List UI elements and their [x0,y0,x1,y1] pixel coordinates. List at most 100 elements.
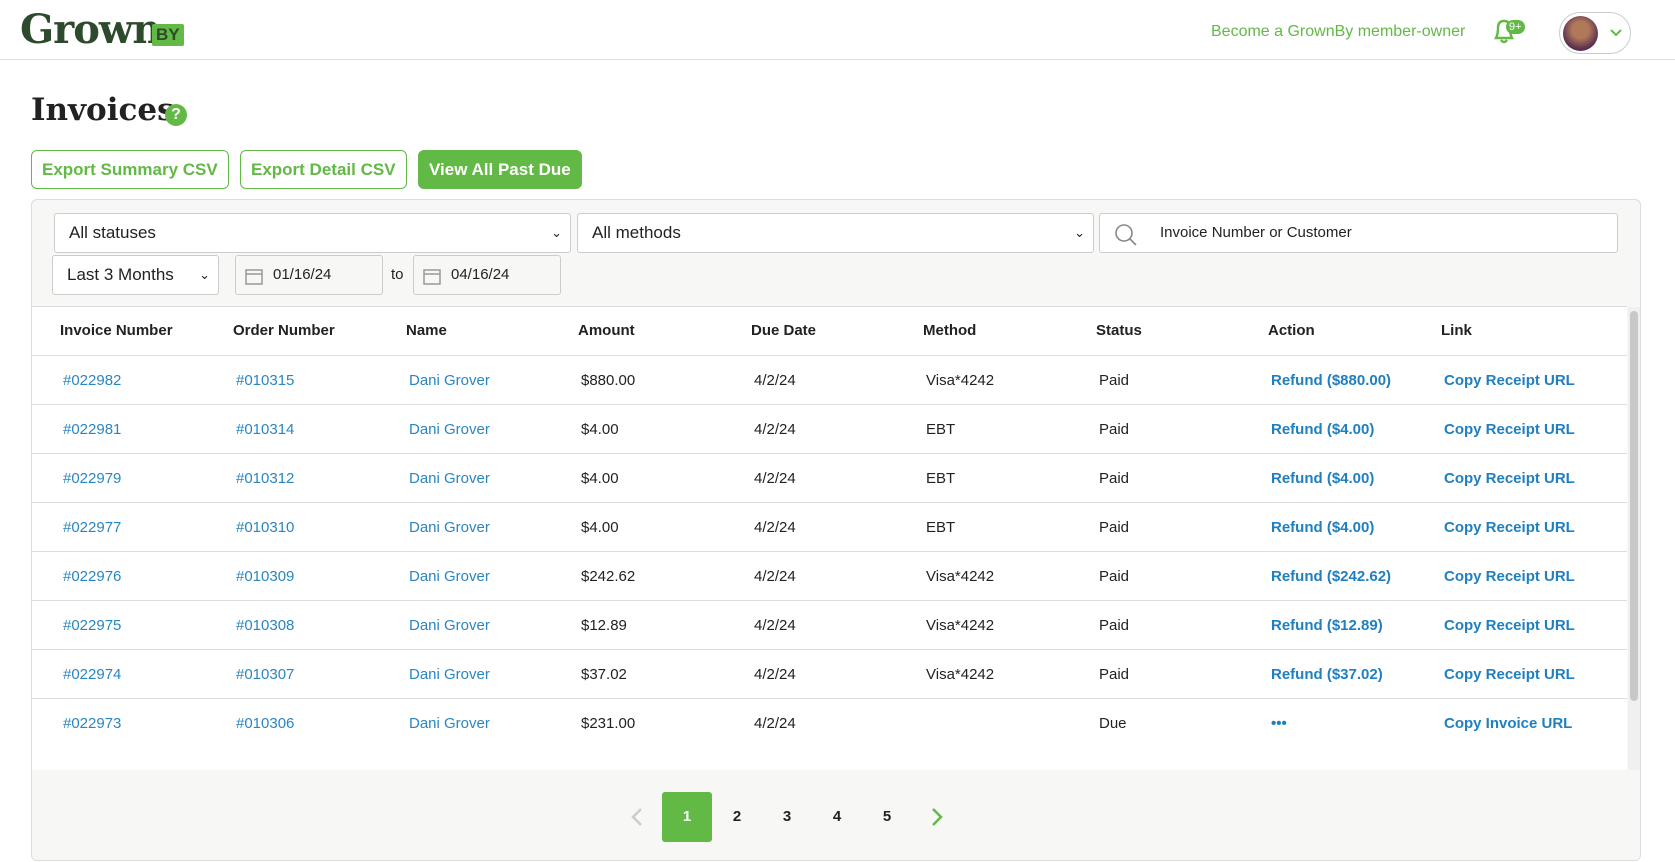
action[interactable]: Refund ($242.62) [1271,568,1392,585]
column-header: Status [1096,322,1142,339]
status: Paid [1099,470,1130,487]
page-button[interactable]: 1 [662,792,712,842]
chevron [1610,29,1622,37]
order-number[interactable]: #010314 [236,421,295,438]
past-due-button[interactable]: View All Past Due [418,150,582,189]
page-button[interactable]: 4 [832,808,842,825]
link[interactable]: Copy Receipt URL [1444,470,1575,487]
invoice-number[interactable]: #022981 [63,421,122,438]
order-number[interactable]: #010308 [236,617,295,634]
amount: $37.02 [581,666,627,683]
to-label: to [391,266,404,283]
logo[interactable]: Grown [20,6,161,53]
action[interactable]: Refund ($4.00) [1271,421,1375,438]
page-button[interactable]: 3 [782,808,792,825]
customer-name[interactable]: Dani Grover [409,372,490,389]
start-date[interactable]: 01/16/24 [235,255,383,295]
column-header: Link [1441,322,1472,339]
export-summary-button[interactable]: Export Summary CSV [31,150,229,189]
method-value: All methods [592,223,681,242]
table-row: #022973 #010306 Dani Grover $231.00 4/2/24 Du… [32,698,1627,747]
invoice-number[interactable]: #022979 [63,470,122,487]
status: Paid [1099,568,1130,585]
logo-badge: BY [152,24,184,46]
invoice-panel: All statuses ⌄ All methods ⌄ Invoice Numbe… [31,199,1641,861]
table-row: #022979 #010312 Dani Grover $4.00 4/2/24 EBT P… [32,453,1627,502]
action[interactable]: ••• [1271,715,1287,732]
due-date: 4/2/24 [754,372,796,389]
customer-name[interactable]: Dani Grover [409,715,490,732]
help-icon[interactable]: ? [165,104,187,126]
order-number[interactable]: #010315 [236,372,295,389]
member-link[interactable]: Become a GrownBy member-owner [1211,23,1466,40]
range-select[interactable]: Last 3 Months ⌄ [52,255,219,295]
method: EBT [926,470,956,487]
export-detail-button[interactable]: Export Detail CSV [240,150,407,189]
scrollbar [1628,307,1640,770]
notification-badge: 9+ [1506,20,1525,34]
page-button[interactable]: 5 [882,808,892,825]
action[interactable]: Refund ($880.00) [1271,372,1392,389]
customer-name[interactable]: Dani Grover [409,568,490,585]
amount: $4.00 [581,421,619,438]
invoice-number[interactable]: #022982 [63,372,122,389]
action[interactable]: Refund ($12.89) [1271,617,1383,634]
amount: $4.00 [581,470,619,487]
customer-name[interactable]: Dani Grover [409,519,490,536]
link[interactable]: Copy Receipt URL [1444,421,1575,438]
page-title: Invoices [31,92,175,128]
method: Visa*4242 [926,568,995,585]
status: Due [1099,715,1127,732]
customer-name[interactable]: Dani Grover [409,617,490,634]
status: Paid [1099,421,1130,438]
customer-name[interactable]: Dani Grover [409,421,490,438]
page-button[interactable]: 2 [732,808,742,825]
invoice-number[interactable]: #022976 [63,568,122,585]
action[interactable]: Refund ($37.02) [1271,666,1383,683]
action[interactable]: Refund ($4.00) [1271,470,1375,487]
link[interactable]: Copy Receipt URL [1444,568,1575,585]
amount: $242.62 [581,568,636,585]
due-date: 4/2/24 [754,715,796,732]
action[interactable]: Refund ($4.00) [1271,519,1375,536]
table-row: #022974 #010307 Dani Grover $37.02 4/2/24 Vis… [32,649,1627,698]
status-select[interactable]: All statuses ⌄ [54,213,571,253]
column-header: Amount [578,322,635,339]
prev-page[interactable] [612,792,662,842]
link[interactable]: Copy Receipt URL [1444,519,1575,536]
link[interactable]: Copy Receipt URL [1444,372,1575,389]
invoice-table: Invoice Number Order Number Name Amount Due … [32,306,1627,770]
due-date: 4/2/24 [754,421,796,438]
calendar-icon [245,269,263,285]
end-date-value: 04/16/24 [451,266,510,283]
search-input[interactable]: Invoice Number or Customer [1099,213,1618,253]
calendar-icon [423,269,441,285]
end-date[interactable]: 04/16/24 [413,255,561,295]
amount: $231.00 [581,715,636,732]
customer-name[interactable]: Dani Grover [409,666,490,683]
invoice-number[interactable]: #022974 [63,666,122,683]
header: Grown BY Become a GrownBy member-owner 9… [0,0,1675,60]
invoice-number[interactable]: #022977 [63,519,122,536]
order-number[interactable]: #010307 [236,666,295,683]
table-row: #022981 #010314 Dani Grover $4.00 4/2/24 EBT P… [32,404,1627,453]
link[interactable]: Copy Receipt URL [1444,617,1575,634]
order-number[interactable]: #010310 [236,519,295,536]
column-header: Due Date [751,322,817,339]
link[interactable]: Copy Invoice URL [1444,715,1573,732]
start-date-value: 01/16/24 [273,266,332,283]
customer-name[interactable]: Dani Grover [409,470,490,487]
link[interactable]: Copy Receipt URL [1444,666,1575,683]
status: Paid [1099,519,1130,536]
order-number[interactable]: #010309 [236,568,295,585]
method-select[interactable]: All methods ⌄ [577,213,1094,253]
method: Visa*4242 [926,617,995,634]
column-header: Action [1268,322,1315,339]
order-number[interactable]: #010306 [236,715,295,732]
invoice-number[interactable]: #022975 [63,617,122,634]
method: EBT [926,421,956,438]
order-number[interactable]: #010312 [236,470,295,487]
invoice-number[interactable]: #022973 [63,715,122,732]
next-page[interactable] [912,792,962,842]
account-menu[interactable] [1559,12,1631,54]
